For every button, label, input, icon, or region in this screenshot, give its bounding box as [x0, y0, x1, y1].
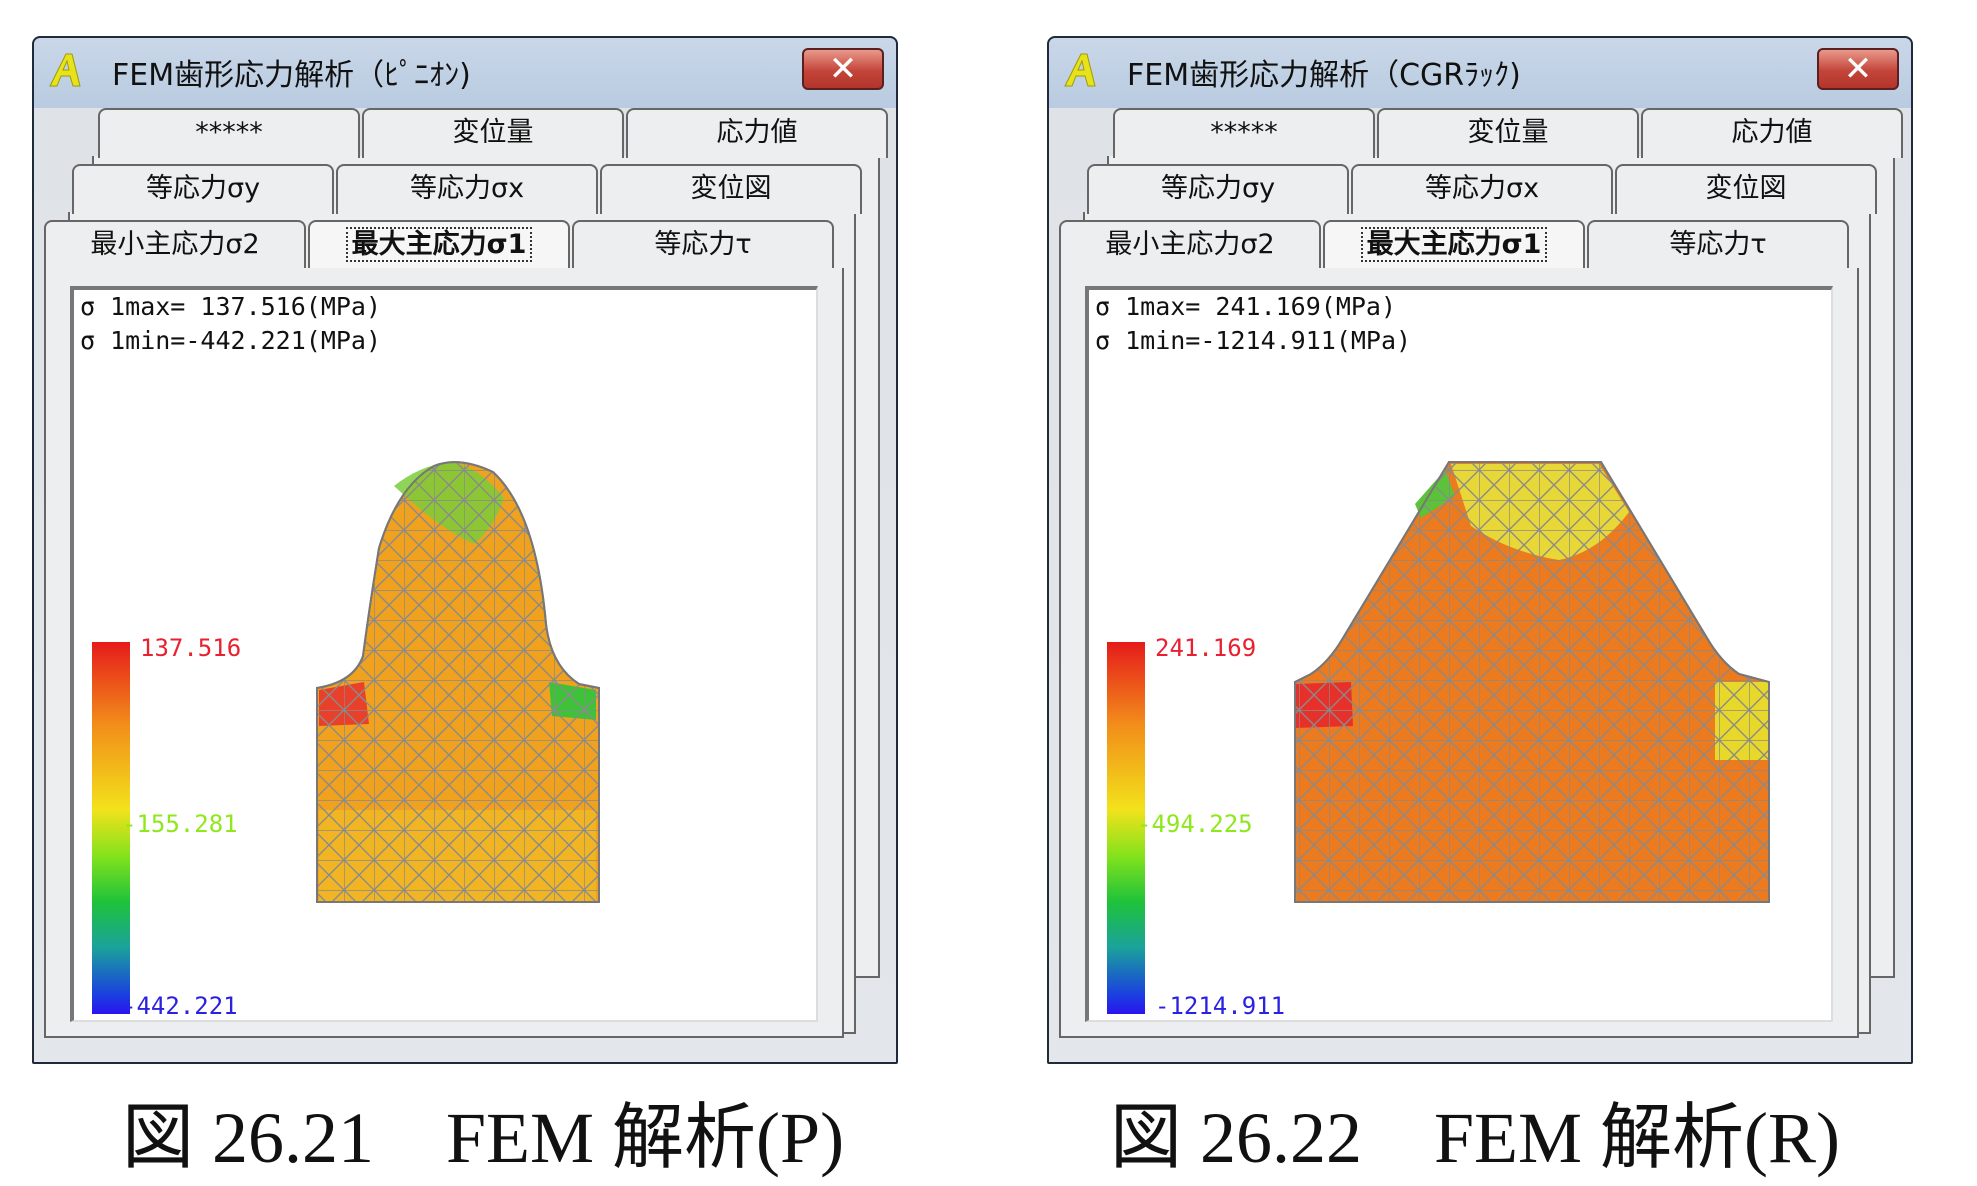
figure-caption-pinion: 図 26.21 FEM 解析(P)	[122, 1098, 845, 1178]
tab-min-principal-stress[interactable]: 最小主応力σ2	[1059, 220, 1321, 270]
legend-min-value: -442.221	[122, 992, 238, 1020]
close-button[interactable]: ✕	[1817, 48, 1899, 90]
tab-iso-stress-tau[interactable]: 等応力τ	[1587, 220, 1849, 270]
title-bar[interactable]: FEM歯形応力解析（CGRﾗｯｸ) ✕	[1049, 38, 1911, 104]
tab-stress-value[interactable]: 応力値	[626, 108, 888, 158]
app-logo-icon	[49, 53, 81, 87]
tab-stress-value[interactable]: 応力値	[1641, 108, 1903, 158]
tab-iso-stress-x[interactable]: 等応力σx	[336, 164, 598, 214]
tab-displacement-diagram[interactable]: 変位図	[1615, 164, 1877, 214]
tab-max-principal-stress[interactable]: 最大主応力σ1	[308, 220, 570, 270]
fem-window-pinion: FEM歯形応力解析（ﾋﾟﾆｵﾝ) ✕ ***** 変位量 応力値 等応力σy 等…	[32, 36, 898, 1064]
sigma1-min-readout: σ 1min=-442.221(MPa)	[80, 326, 382, 355]
tab-iso-stress-tau[interactable]: 等応力τ	[572, 220, 834, 270]
fem-contour-pinion	[316, 461, 600, 903]
sigma1-min-readout: σ 1min=-1214.911(MPa)	[1095, 326, 1412, 355]
tab-displacement-amount[interactable]: 変位量	[362, 108, 624, 158]
app-logo-icon	[1064, 53, 1096, 87]
legend-mid-value: -494.225	[1137, 810, 1253, 838]
tab-displacement-amount[interactable]: 変位量	[1377, 108, 1639, 158]
close-icon: ✕	[828, 49, 858, 89]
tab-iso-stress-x[interactable]: 等応力σx	[1351, 164, 1613, 214]
tab-asterisk[interactable]: *****	[1113, 108, 1375, 158]
close-button[interactable]: ✕	[802, 48, 884, 90]
tab-min-principal-stress[interactable]: 最小主応力σ2	[44, 220, 306, 270]
figure-caption-rack: 図 26.22 FEM 解析(R)	[1110, 1098, 1841, 1178]
legend-mid-value: -155.281	[122, 810, 238, 838]
tab-iso-stress-y[interactable]: 等応力σy	[1087, 164, 1349, 214]
legend-max-value: 241.169	[1155, 634, 1257, 662]
color-scale-bar	[1107, 642, 1145, 1014]
window-title: FEM歯形応力解析（ﾋﾟﾆｵﾝ)	[112, 58, 471, 93]
stress-plot-area: σ 1max= 137.516(MPa) σ 1min=-442.221(MPa…	[70, 286, 818, 1022]
fem-contour-rack	[1294, 461, 1770, 903]
title-bar[interactable]: FEM歯形応力解析（ﾋﾟﾆｵﾝ) ✕	[34, 38, 896, 104]
tab-displacement-diagram[interactable]: 変位図	[600, 164, 862, 214]
sigma1-max-readout: σ 1max= 241.169(MPa)	[1095, 292, 1397, 321]
close-icon: ✕	[1843, 49, 1873, 89]
tooth-mesh	[316, 461, 600, 903]
color-scale-bar	[92, 642, 130, 1014]
tab-asterisk[interactable]: *****	[98, 108, 360, 158]
tab-max-principal-stress[interactable]: 最大主応力σ1	[1323, 220, 1585, 270]
legend-min-value: -1214.911	[1155, 992, 1286, 1020]
window-title: FEM歯形応力解析（CGRﾗｯｸ)	[1127, 58, 1521, 93]
tab-panel: σ 1max= 137.516(MPa) σ 1min=-442.221(MPa…	[44, 268, 844, 1038]
tab-iso-stress-y[interactable]: 等応力σy	[72, 164, 334, 214]
stress-plot-area: σ 1max= 241.169(MPa) σ 1min=-1214.911(MP…	[1085, 286, 1833, 1022]
fem-window-cgr-rack: FEM歯形応力解析（CGRﾗｯｸ) ✕ ***** 変位量 応力値 等応力σy …	[1047, 36, 1913, 1064]
tooth-mesh	[1294, 461, 1770, 903]
legend-max-value: 137.516	[140, 634, 242, 662]
tab-panel: σ 1max= 241.169(MPa) σ 1min=-1214.911(MP…	[1059, 268, 1859, 1038]
sigma1-max-readout: σ 1max= 137.516(MPa)	[80, 292, 382, 321]
